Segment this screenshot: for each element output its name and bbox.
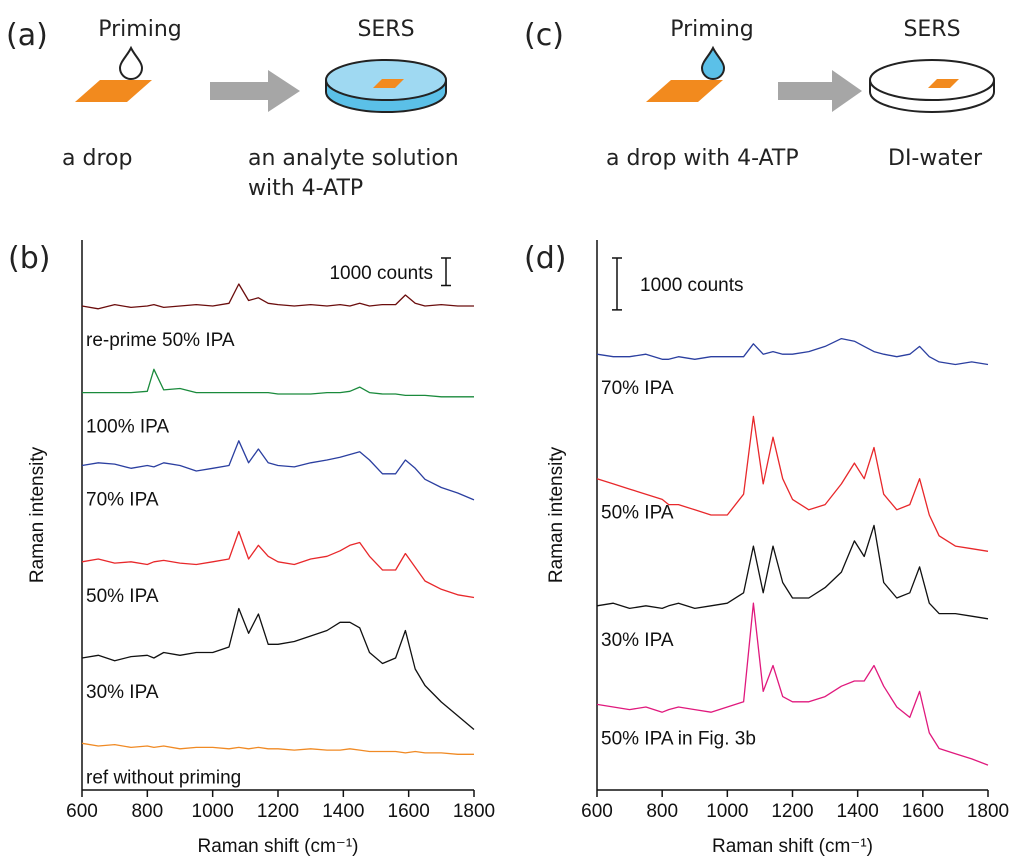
x-tick-label: 600 [66, 801, 98, 822]
substrate [928, 79, 959, 88]
series-label: re-prime 50% IPA [86, 330, 235, 351]
series-label: 100% IPA [86, 417, 169, 438]
panel-label: (b) [8, 241, 50, 276]
series-label: 50% IPA [601, 503, 674, 524]
series-label: 70% IPA [601, 378, 674, 399]
panel-label: (d) [524, 241, 566, 276]
series-label: 30% IPA [86, 682, 159, 703]
x-tick-label: 1000 [192, 801, 234, 822]
spectrum [596, 524, 989, 620]
x-tick-label: 1600 [388, 801, 430, 822]
x-tick-label: 1400 [837, 801, 879, 822]
y-axis-label: Raman intensity [27, 446, 48, 583]
caption: with 4-ATP [248, 176, 363, 201]
series-label: 30% IPA [601, 630, 674, 651]
x-tick-label: 1200 [771, 801, 813, 822]
spectrum [596, 337, 989, 366]
caption: DI-water [888, 146, 983, 171]
series-label: 50% IPA in Fig. 3b [601, 728, 756, 749]
x-tick-label: 1000 [706, 801, 748, 822]
x-tick-label: 600 [581, 801, 613, 822]
step-label: SERS [357, 17, 414, 42]
spectrum [81, 607, 475, 730]
spectrum [596, 602, 989, 766]
scale-bar-label: 1000 counts [329, 263, 433, 284]
drop [700, 45, 726, 80]
substrate [373, 79, 404, 88]
scale-bar-label: 1000 counts [640, 275, 744, 296]
x-axis-label: Raman shift (cm⁻¹) [198, 836, 359, 857]
x-tick-label: 1400 [322, 801, 364, 822]
spectrum [82, 368, 474, 398]
spectrum [81, 283, 474, 310]
series-label: 50% IPA [86, 586, 159, 607]
substrate [646, 80, 723, 102]
panel-label: (a) [6, 18, 48, 53]
spectrum [81, 440, 475, 501]
x-tick-label: 1800 [453, 801, 495, 822]
arrow [210, 70, 300, 112]
x-tick-label: 1200 [257, 801, 299, 822]
x-tick-label: 800 [646, 801, 678, 822]
scale-bar [612, 257, 622, 311]
spectrum [81, 530, 475, 599]
caption: a drop with 4-ATP [606, 146, 799, 171]
drop [118, 45, 144, 80]
step-label: SERS [903, 17, 960, 42]
scale-bar [441, 257, 451, 287]
x-tick-label: 1600 [902, 801, 944, 822]
x-axis-label: Raman shift (cm⁻¹) [712, 836, 873, 857]
arrow [778, 70, 862, 112]
series-label: 70% IPA [86, 490, 159, 511]
y-axis-label: Raman intensity [546, 446, 567, 583]
spectrum [596, 415, 989, 552]
panel-label: (c) [524, 18, 564, 53]
x-tick-label: 1800 [967, 801, 1009, 822]
series-label: ref without priming [86, 767, 241, 788]
spectrum [81, 742, 474, 755]
dish [869, 59, 995, 101]
caption: a drop [62, 146, 132, 171]
caption: an analyte solution [248, 146, 459, 171]
step-label: Priming [98, 17, 182, 42]
step-label: Priming [670, 17, 754, 42]
substrate [75, 80, 152, 102]
x-tick-label: 800 [131, 801, 163, 822]
